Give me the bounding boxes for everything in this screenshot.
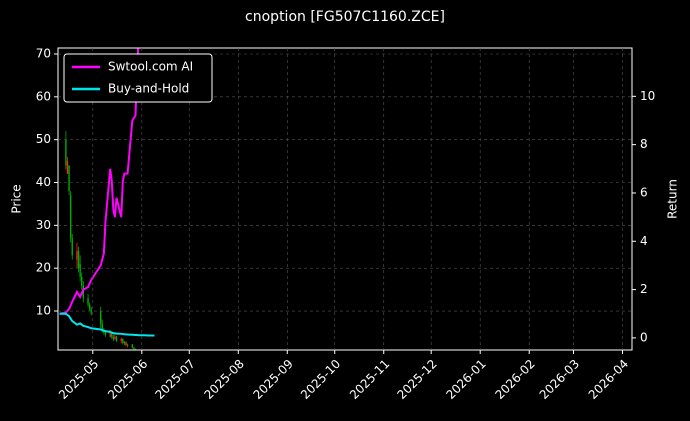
x-tick-label: 2026-02 — [492, 357, 537, 402]
candle-body — [69, 195, 72, 239]
candle-body — [65, 139, 67, 166]
y2-tick-label: 2 — [640, 282, 648, 296]
candle-body — [76, 251, 78, 260]
candle-body — [66, 161, 69, 174]
y-axis-label: Price — [10, 184, 24, 213]
candle-body — [125, 341, 127, 346]
y2-axis-label: Return — [666, 179, 680, 219]
x-tick-label: 2025-05 — [56, 357, 101, 402]
candle-body — [68, 165, 70, 192]
x-tick-label: 2025-08 — [202, 357, 247, 402]
chart-title: cnoption [FG507C1160.ZCE] — [245, 9, 445, 25]
y-tick-label: 70 — [36, 46, 51, 60]
legend-label: Swtool.com AI — [108, 60, 193, 74]
plot-frame — [57, 47, 633, 351]
candle-body — [114, 336, 116, 339]
y2-tick-label: 6 — [640, 185, 648, 199]
line-series — [59, 312, 155, 337]
candle-body — [79, 263, 81, 277]
y2-tick-label: 0 — [640, 330, 648, 344]
y2-tick-label: 8 — [640, 137, 648, 151]
legend-box — [63, 53, 213, 103]
x-tick-label: 2025-12 — [394, 357, 439, 402]
x-tick-label: 2025-06 — [105, 357, 150, 402]
candle-body — [77, 251, 80, 269]
candle-body — [90, 308, 92, 314]
x-tick-label: 2026-01 — [443, 357, 488, 402]
legend-label: Buy-and-Hold — [108, 82, 189, 96]
candle-body — [122, 338, 124, 344]
candle-body — [115, 336, 118, 342]
y-tick-label: 60 — [36, 89, 51, 103]
candle-body — [71, 238, 73, 256]
candle-body — [126, 344, 129, 346]
candle-body — [112, 336, 115, 339]
x-tick-label: 2025-07 — [152, 357, 197, 402]
candle-body — [123, 341, 126, 344]
candle-body — [81, 276, 83, 286]
line-series — [59, 48, 140, 315]
candle-body — [109, 332, 111, 337]
x-tick-label: 2025-11 — [347, 357, 392, 402]
candle-body — [88, 304, 91, 309]
x-tick-label: 2026-03 — [537, 357, 582, 402]
x-tick-label: 2025-10 — [298, 357, 343, 402]
y2-tick-label: 4 — [640, 234, 648, 248]
candle-body — [104, 332, 107, 335]
y2-tick-label: 10 — [640, 89, 655, 103]
y-tick-label: 20 — [36, 261, 51, 275]
candle-body — [120, 338, 122, 342]
candle-body — [99, 311, 102, 324]
candle-body — [133, 347, 135, 350]
x-tick-label: 2026-04 — [586, 357, 631, 402]
y-tick-label: 10 — [36, 304, 51, 318]
candle-body — [111, 332, 113, 337]
candle-body — [87, 298, 89, 305]
x-tick-label: 2025-09 — [251, 357, 296, 402]
y-tick-label: 50 — [36, 132, 51, 146]
y-tick-label: 30 — [36, 218, 51, 232]
candle-body — [101, 323, 103, 331]
y-tick-label: 40 — [36, 175, 51, 189]
plot-area — [59, 48, 155, 350]
candle-body — [131, 344, 134, 348]
